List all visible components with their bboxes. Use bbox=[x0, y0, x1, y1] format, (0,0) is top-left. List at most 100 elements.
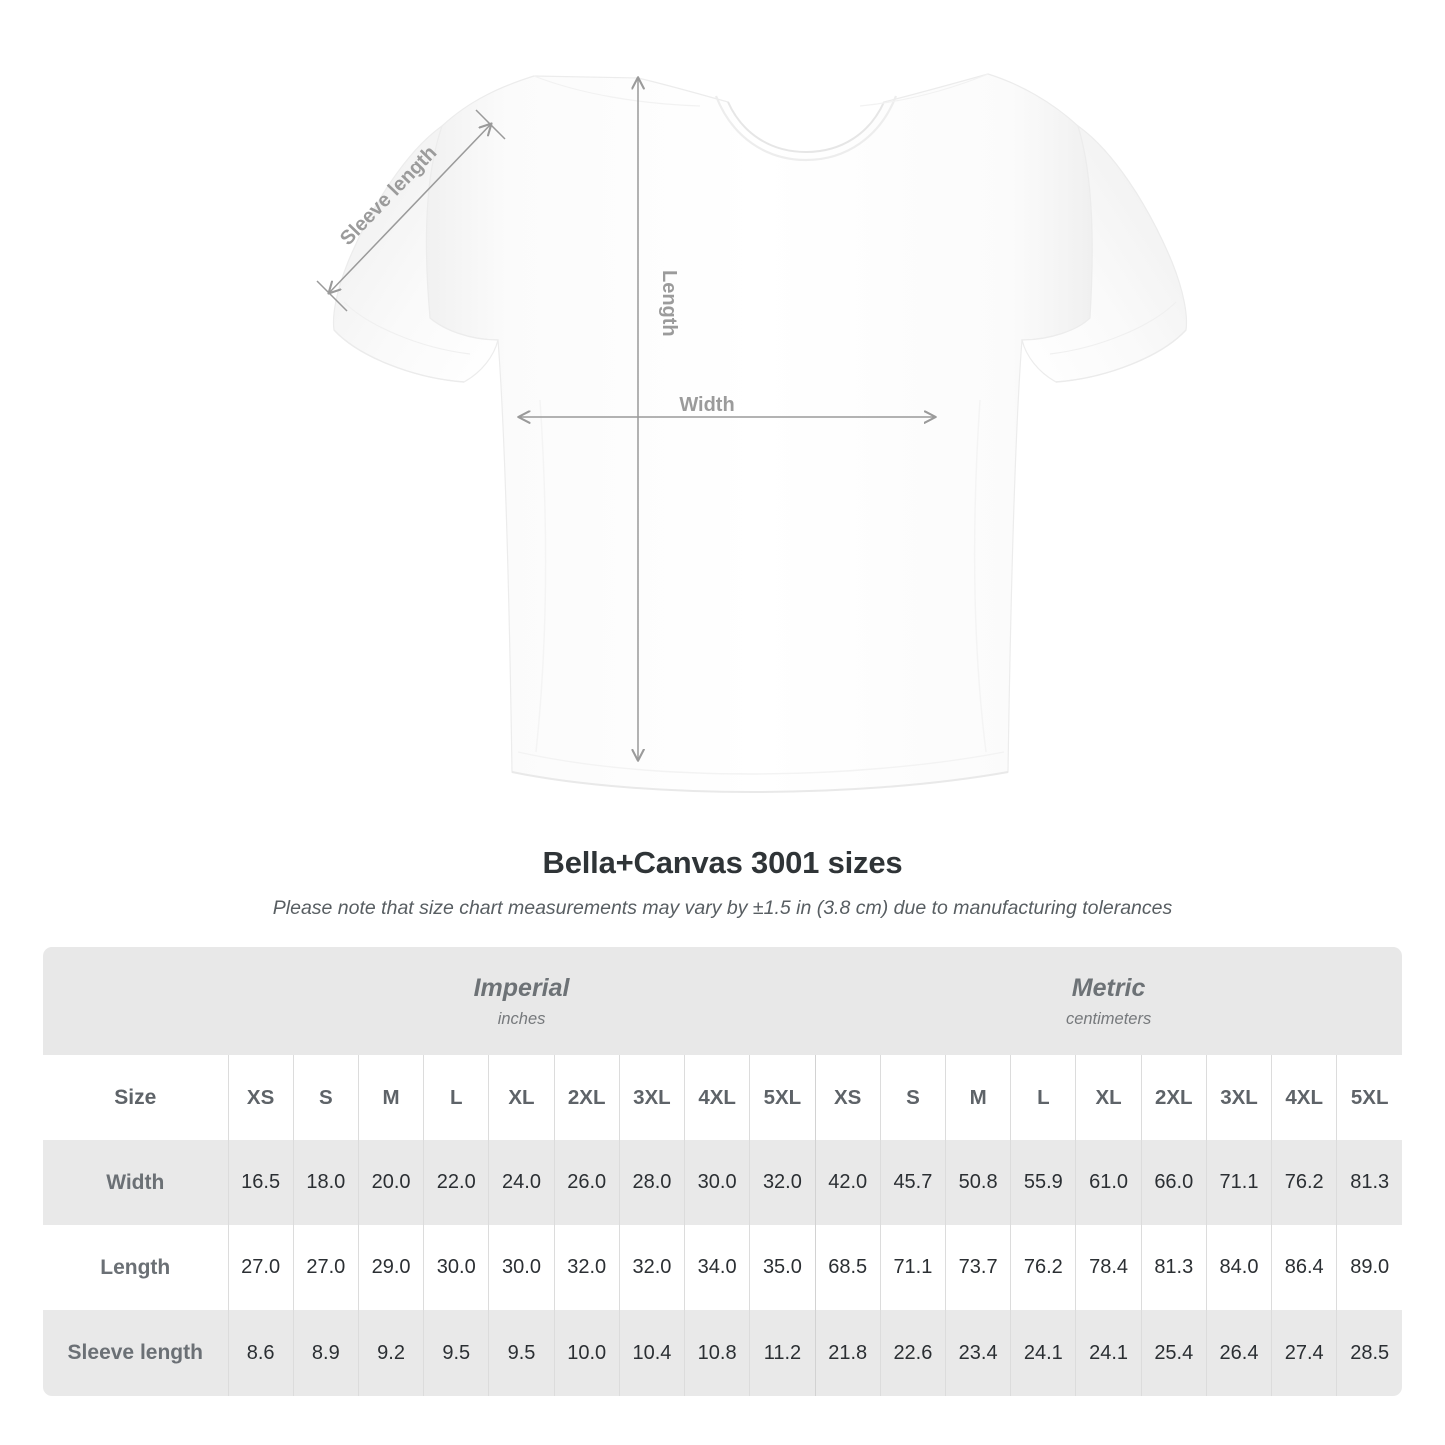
measurement-cell: 20.0 bbox=[357, 1140, 424, 1225]
measurement-cell: 86.4 bbox=[1271, 1225, 1337, 1310]
row-label-width: Width bbox=[43, 1140, 228, 1225]
size-column-header: M bbox=[945, 1055, 1011, 1140]
table-row: Width 16.5 18.0 20.0 22.0 24.0 26.0 28.0 30.0 32.… bbox=[43, 1140, 1402, 1225]
measurement-cell: 23.4 bbox=[945, 1310, 1011, 1396]
measurement-cell: 24.1 bbox=[1010, 1310, 1076, 1396]
size-column-header: 3XL bbox=[1205, 1055, 1272, 1140]
measurement-cell: 76.2 bbox=[1271, 1140, 1337, 1225]
size-column-header: L bbox=[423, 1055, 489, 1140]
unit-group-subtitle: inches bbox=[497, 1009, 546, 1028]
measurement-cell: 10.0 bbox=[553, 1310, 620, 1396]
measurement-cell: 32.0 bbox=[618, 1225, 685, 1310]
size-column-header: XL bbox=[1075, 1055, 1142, 1140]
size-column-header: 3XL bbox=[618, 1055, 685, 1140]
measurement-cell: 73.7 bbox=[945, 1225, 1011, 1310]
measurement-cell: 9.5 bbox=[488, 1310, 555, 1396]
measurement-cell: 61.0 bbox=[1075, 1140, 1142, 1225]
measurement-cell: 11.2 bbox=[749, 1310, 816, 1396]
measurement-cell: 32.0 bbox=[553, 1225, 620, 1310]
measurement-cell: 28.5 bbox=[1336, 1310, 1402, 1396]
size-column-header: XS bbox=[814, 1055, 881, 1140]
unit-group-header-imperial: Imperial inches bbox=[228, 947, 816, 1055]
unit-group-name: Imperial bbox=[473, 973, 570, 1002]
size-column-header: S bbox=[879, 1055, 946, 1140]
measurement-cell: 42.0 bbox=[814, 1140, 881, 1225]
tolerance-note: Please note that size chart measurements… bbox=[272, 897, 1173, 919]
size-column-header: S bbox=[292, 1055, 359, 1140]
measurement-cell: 84.0 bbox=[1205, 1225, 1272, 1310]
measurement-cell: 22.0 bbox=[423, 1140, 489, 1225]
measurement-cell: 27.0 bbox=[227, 1225, 294, 1310]
size-column-header: XS bbox=[227, 1055, 294, 1140]
measurement-cell: 32.0 bbox=[749, 1140, 816, 1225]
size-column-header: 4XL bbox=[684, 1055, 750, 1140]
measurement-cell: 24.0 bbox=[488, 1140, 555, 1225]
measurement-cell: 71.1 bbox=[879, 1225, 946, 1310]
measurement-cell: 81.3 bbox=[1140, 1225, 1207, 1310]
unit-group-subtitle: centimeters bbox=[1065, 1009, 1152, 1028]
measurement-cell: 9.2 bbox=[357, 1310, 424, 1396]
measurement-cell: 81.3 bbox=[1336, 1140, 1402, 1225]
shirt-silhouette bbox=[332, 73, 1188, 794]
measurement-cell: 27.0 bbox=[292, 1225, 359, 1310]
measurement-cell: 78.4 bbox=[1075, 1225, 1142, 1310]
measurement-cell: 25.4 bbox=[1140, 1310, 1207, 1396]
size-column-header: 2XL bbox=[1140, 1055, 1207, 1140]
table-row: Length 27.0 27.0 29.0 30.0 30.0 32.0 32.0 34.0 35… bbox=[43, 1225, 1402, 1310]
measurement-cell: 8.9 bbox=[292, 1310, 359, 1396]
width-dimension: Width bbox=[519, 394, 935, 417]
measurement-cell: 16.5 bbox=[227, 1140, 294, 1225]
page-title: Bella+Canvas 3001 sizes bbox=[542, 845, 903, 880]
sleeve-length-endcap-upper bbox=[475, 109, 506, 140]
measurement-cell: 10.4 bbox=[618, 1310, 685, 1396]
measurement-cell: 10.8 bbox=[684, 1310, 750, 1396]
row-label-sleeve-length: Sleeve length bbox=[43, 1310, 228, 1396]
size-column-header: 4XL bbox=[1271, 1055, 1337, 1140]
tshirt-illustration: Sleeve length Length Width bbox=[316, 73, 1188, 794]
measurement-cell: 34.0 bbox=[684, 1225, 750, 1310]
measurement-cell: 68.5 bbox=[814, 1225, 881, 1310]
measurement-cell: 45.7 bbox=[879, 1140, 946, 1225]
measurement-cell: 29.0 bbox=[357, 1225, 424, 1310]
measurement-cell: 30.0 bbox=[684, 1140, 750, 1225]
measurement-cell: 28.0 bbox=[618, 1140, 685, 1225]
size-column-header: 2XL bbox=[553, 1055, 620, 1140]
table-row-size-header: Size XS S M L XL 2XL 3XL 4XL 5XL XS S M L XL 2XL 3XL 4XL 5… bbox=[43, 1055, 1402, 1140]
unit-header-spacer bbox=[43, 947, 228, 1055]
measurement-cell: 71.1 bbox=[1205, 1140, 1272, 1225]
unit-header-row: Imperial inches Metric centimeters bbox=[43, 947, 1402, 1055]
measurement-cell: 9.5 bbox=[423, 1310, 489, 1396]
measurement-cell: 24.1 bbox=[1075, 1310, 1142, 1396]
measurement-cell: 27.4 bbox=[1271, 1310, 1337, 1396]
measurement-cell: 89.0 bbox=[1336, 1225, 1402, 1310]
measurement-cell: 66.0 bbox=[1140, 1140, 1207, 1225]
size-table: Imperial inches Metric centimeters Size XS S M L… bbox=[43, 947, 1402, 1396]
size-column-header: 5XL bbox=[1336, 1055, 1402, 1140]
measurement-cell: 35.0 bbox=[749, 1225, 816, 1310]
size-column-header: L bbox=[1010, 1055, 1076, 1140]
measurement-cell: 21.8 bbox=[814, 1310, 881, 1396]
sleeve-length-endcap-lower bbox=[316, 280, 348, 312]
measurement-cell: 55.9 bbox=[1010, 1140, 1076, 1225]
sleeve-length-arrow bbox=[329, 124, 491, 293]
size-column-header: XL bbox=[488, 1055, 555, 1140]
measurement-cell: 26.0 bbox=[553, 1140, 620, 1225]
measurement-cell: 30.0 bbox=[488, 1225, 555, 1310]
measurement-cell: 76.2 bbox=[1010, 1225, 1076, 1310]
unit-group-name: Metric bbox=[1071, 973, 1146, 1002]
unit-group-header-metric: Metric centimeters bbox=[815, 947, 1402, 1055]
measurement-cell: 8.6 bbox=[227, 1310, 294, 1396]
length-label: Length bbox=[658, 270, 680, 337]
title-block: Bella+Canvas 3001 sizes Please note that… bbox=[0, 845, 1445, 920]
row-label-length: Length bbox=[43, 1225, 228, 1310]
measurement-cell: 26.4 bbox=[1205, 1310, 1272, 1396]
width-label: Width bbox=[679, 394, 734, 416]
size-column-header: 5XL bbox=[749, 1055, 816, 1140]
row-label-size: Size bbox=[43, 1055, 228, 1140]
size-table-container: Imperial inches Metric centimeters Size XS S M L… bbox=[43, 947, 1402, 1396]
measurement-cell: 18.0 bbox=[292, 1140, 359, 1225]
measurement-cell: 50.8 bbox=[945, 1140, 1011, 1225]
size-column-header: M bbox=[357, 1055, 424, 1140]
measurement-cell: 30.0 bbox=[423, 1225, 489, 1310]
